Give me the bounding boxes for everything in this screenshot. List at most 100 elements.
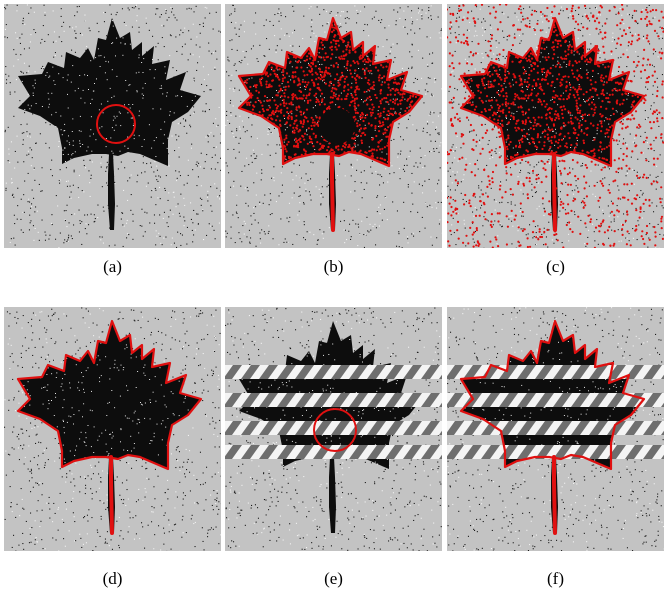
- noise-dot: [610, 53, 612, 55]
- red-point: [575, 102, 578, 105]
- red-point: [618, 88, 621, 92]
- noise-dot: [168, 192, 170, 194]
- speckle-dot: [263, 100, 265, 102]
- speckle-dot: [136, 91, 138, 93]
- noise-dot: [285, 16, 287, 18]
- red-point: [359, 117, 362, 120]
- noise-dot: [571, 190, 573, 192]
- red-point: [360, 57, 363, 60]
- speckle-dot: [507, 158, 509, 160]
- noise-dot: [477, 168, 479, 170]
- noise-dot: [432, 95, 434, 97]
- red-point: [383, 128, 386, 131]
- noise-dot: [71, 238, 73, 240]
- red-point: [527, 77, 530, 80]
- noise-dot: [589, 7, 591, 9]
- speckle-dot: [46, 72, 48, 74]
- noise-dot: [235, 136, 237, 138]
- noise-dot: [22, 20, 24, 22]
- red-point: [295, 108, 298, 111]
- noise-dot: [522, 193, 524, 195]
- red-point: [590, 95, 593, 98]
- noise-dot: [644, 110, 646, 112]
- noise-dot: [562, 183, 564, 185]
- noise-dot: [437, 115, 439, 117]
- noise-dot: [575, 180, 577, 182]
- speckle-dot: [541, 132, 543, 134]
- noise-dot: [499, 224, 501, 226]
- red-point: [596, 127, 599, 130]
- red-point: [297, 146, 300, 149]
- noise-dot: [326, 186, 328, 188]
- noise-dot: [394, 73, 396, 75]
- speckle-dot: [281, 83, 283, 85]
- speckle-dot: [498, 93, 500, 95]
- red-point: [302, 94, 305, 97]
- noise-dot: [271, 132, 273, 134]
- red-point: [555, 151, 558, 154]
- noise-dot: [29, 133, 31, 135]
- noise-dot: [659, 233, 661, 235]
- red-point: [378, 120, 381, 123]
- speckle-dot: [122, 37, 124, 39]
- noise-dot: [138, 26, 140, 28]
- red-point: [305, 58, 309, 61]
- speckle-dot: [164, 72, 166, 74]
- speckle-dot: [79, 115, 81, 117]
- red-point: [497, 122, 500, 125]
- noise-dot: [516, 16, 518, 18]
- noise-dot: [20, 198, 22, 200]
- noise-dot: [398, 167, 400, 169]
- speckle-dot: [130, 117, 132, 119]
- noise-dot: [250, 48, 252, 50]
- speckle-dot: [469, 86, 471, 88]
- noise-dot: [420, 157, 422, 159]
- noise-dot: [525, 50, 527, 52]
- speckle-dot: [587, 71, 589, 73]
- noise-dot: [200, 204, 202, 206]
- noise-dot: [481, 21, 483, 23]
- noise-dot: [100, 239, 102, 241]
- red-point: [504, 98, 508, 101]
- noise-dot: [494, 220, 496, 222]
- noise-dot: [320, 203, 322, 205]
- noise-dot: [230, 80, 232, 82]
- noise-dot: [154, 161, 156, 163]
- noise-dot: [522, 215, 524, 217]
- red-point: [576, 78, 579, 81]
- noise-dot: [510, 203, 512, 205]
- noise-dot: [652, 17, 654, 19]
- noise-dot: [199, 46, 201, 48]
- noise-dot: [190, 202, 192, 204]
- speckle-dot: [79, 140, 81, 142]
- noise-dot: [423, 127, 425, 129]
- speckle-dot: [597, 73, 599, 75]
- red-point: [261, 104, 264, 107]
- noise-dot: [458, 26, 460, 28]
- red-point: [576, 93, 579, 96]
- speckle-dot: [361, 99, 362, 100]
- red-point: [275, 119, 278, 122]
- noise-dot: [479, 139, 481, 141]
- speckle-dot: [484, 84, 486, 86]
- red-point: [381, 98, 384, 101]
- red-point: [395, 88, 398, 91]
- noise-dot: [228, 60, 230, 62]
- noise-dot: [407, 242, 409, 244]
- speckle-dot: [152, 59, 153, 60]
- red-point: [372, 81, 375, 84]
- speckle-dot: [559, 64, 561, 66]
- noise-dot: [417, 166, 419, 168]
- noise-dot: [160, 242, 162, 244]
- noise-dot: [395, 24, 397, 26]
- red-point: [482, 84, 485, 87]
- red-point: [337, 81, 340, 84]
- red-point: [374, 125, 377, 128]
- noise-dot: [169, 34, 171, 36]
- red-point: [322, 56, 325, 59]
- speckle-dot: [351, 82, 353, 84]
- speckle-dot: [523, 128, 525, 130]
- red-point: [343, 80, 346, 83]
- speckle-dot: [355, 146, 357, 148]
- noise-dot: [188, 7, 190, 9]
